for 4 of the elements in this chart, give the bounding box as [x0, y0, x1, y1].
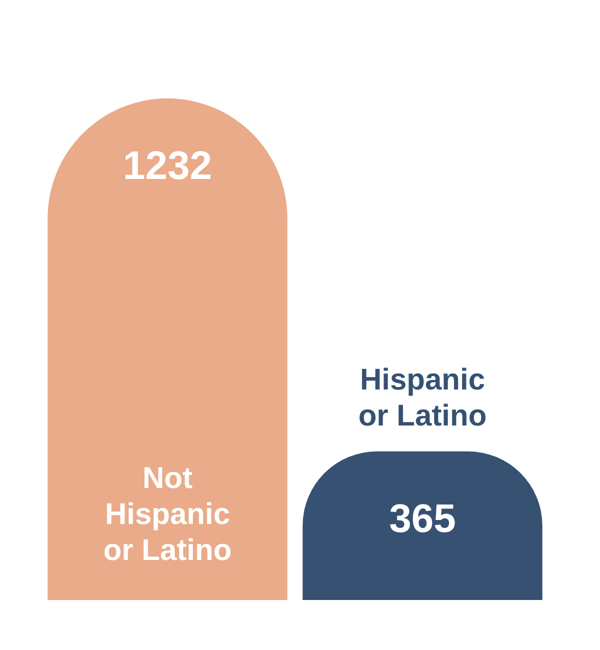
x-tick-label: Hispanic or Latino	[358, 363, 487, 432]
x-tick-label: Not Hispanic or Latino	[103, 462, 232, 567]
data-label: 1232	[123, 144, 212, 188]
data-label: 365	[389, 496, 456, 541]
